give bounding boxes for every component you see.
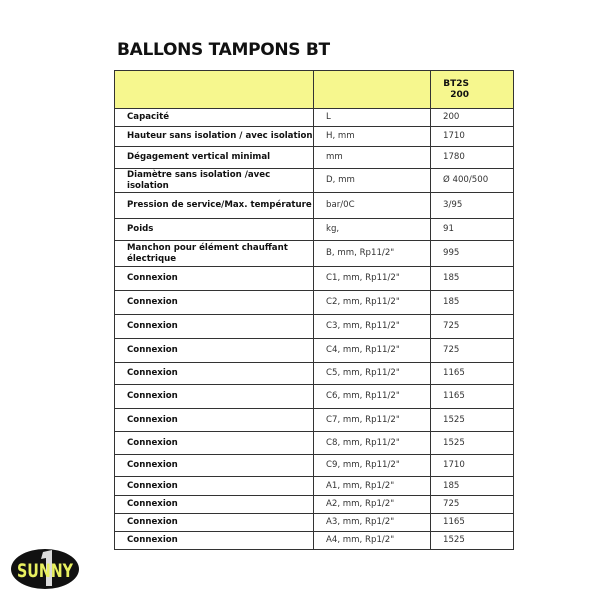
table-row: Connexion C9, mm, Rp11/2" 1710: [114, 454, 514, 477]
row-unit: A2, mm, Rp1/2": [313, 495, 431, 514]
table-row: Connexion C6, mm, Rp11/2" 1165: [114, 384, 514, 409]
row-unit: kg,: [313, 218, 431, 241]
row-label: Capacité: [114, 108, 314, 127]
row-unit: A1, mm, Rp1/2": [313, 476, 431, 496]
header-cell-model: BT2S 200: [430, 70, 514, 109]
row-label: Connexion: [114, 531, 314, 550]
model-name: BT2S: [443, 78, 469, 89]
row-unit: C4, mm, Rp11/2": [313, 338, 431, 363]
row-unit: C3, mm, Rp11/2": [313, 314, 431, 339]
row-value: 1165: [430, 384, 514, 409]
row-label: Manchon pour élément chauffant électriqu…: [114, 240, 314, 267]
row-value: 3/95: [430, 192, 514, 219]
table-row: Diamètre sans isolation /avec isolation D…: [114, 168, 514, 193]
row-unit: C7, mm, Rp11/2": [313, 408, 431, 432]
row-label: Diamètre sans isolation /avec isolation: [114, 168, 314, 193]
table-row: Connexion C7, mm, Rp11/2" 1525: [114, 408, 514, 432]
logo-wordmark: SUNNY: [17, 560, 73, 582]
logo-numeral-one-shape: [41, 550, 52, 586]
row-unit: C1, mm, Rp11/2": [313, 266, 431, 291]
row-value: 1710: [430, 454, 514, 477]
row-label: Connexion: [114, 384, 314, 409]
row-unit: C5, mm, Rp11/2": [313, 362, 431, 385]
table-row: Connexion C1, mm, Rp11/2" 185: [114, 266, 514, 291]
row-label: Connexion: [114, 454, 314, 477]
row-unit: A4, mm, Rp1/2": [313, 531, 431, 550]
row-label: Dégagement vertical minimal: [114, 146, 314, 169]
row-unit: C6, mm, Rp11/2": [313, 384, 431, 409]
row-value: 725: [430, 495, 514, 514]
table-row: Manchon pour élément chauffant électriqu…: [114, 240, 514, 267]
row-label: Connexion: [114, 431, 314, 455]
row-label: Pression de service/Max. température: [114, 192, 314, 219]
row-label: Poids: [114, 218, 314, 241]
table-row: Connexion C5, mm, Rp11/2" 1165: [114, 362, 514, 385]
row-value: 200: [430, 108, 514, 127]
spec-table: BT2S 200 Capacité L 200 Hauteur sans isolati…: [114, 70, 514, 550]
row-value: 1525: [430, 408, 514, 432]
row-unit: mm: [313, 146, 431, 169]
table-row: Pression de service/Max. température bar/…: [114, 192, 514, 219]
row-label: Connexion: [114, 266, 314, 291]
row-value: 725: [430, 338, 514, 363]
row-value: 1165: [430, 362, 514, 385]
row-value: 1710: [430, 126, 514, 147]
row-label: Connexion: [114, 476, 314, 496]
page-title: BALLONS TAMPONS BT: [117, 40, 330, 60]
row-value: 185: [430, 476, 514, 496]
row-unit: B, mm, Rp11/2": [313, 240, 431, 267]
table-row: Poids kg, 91: [114, 218, 514, 241]
row-label: Connexion: [114, 408, 314, 432]
table-row: Capacité L 200: [114, 108, 514, 127]
row-unit: L: [313, 108, 431, 127]
header-cell-label: [114, 70, 314, 109]
row-unit: C9, mm, Rp11/2": [313, 454, 431, 477]
table-header-row: BT2S 200: [114, 70, 514, 109]
table-row: Hauteur sans isolation / avec isolation H…: [114, 126, 514, 147]
row-unit: C8, mm, Rp11/2": [313, 431, 431, 455]
row-value: 185: [430, 266, 514, 291]
table-row: Connexion A1, mm, Rp1/2" 185: [114, 476, 514, 496]
row-value: 1165: [430, 513, 514, 532]
row-label: Connexion: [114, 314, 314, 339]
row-value: 995: [430, 240, 514, 267]
table-row: Connexion C3, mm, Rp11/2" 725: [114, 314, 514, 339]
row-value: 725: [430, 314, 514, 339]
row-label: Connexion: [114, 362, 314, 385]
row-value: 1525: [430, 531, 514, 550]
row-value: 1780: [430, 146, 514, 169]
row-value: 1525: [430, 431, 514, 455]
row-label: Hauteur sans isolation / avec isolation: [114, 126, 314, 147]
row-label: Connexion: [114, 290, 314, 315]
table-row: Connexion C2, mm, Rp11/2" 185: [114, 290, 514, 315]
row-label: Connexion: [114, 513, 314, 532]
row-label: Connexion: [114, 495, 314, 514]
row-value: 185: [430, 290, 514, 315]
table-row: Dégagement vertical minimal mm 1780: [114, 146, 514, 169]
row-unit: C2, mm, Rp11/2": [313, 290, 431, 315]
table-row: Connexion A4, mm, Rp1/2" 1525: [114, 531, 514, 550]
table-row: Connexion C4, mm, Rp11/2" 725: [114, 338, 514, 363]
table-row: Connexion A3, mm, Rp1/2" 1165: [114, 513, 514, 532]
table-row: Connexion C8, mm, Rp11/2" 1525: [114, 431, 514, 455]
row-value: 91: [430, 218, 514, 241]
row-unit: D, mm: [313, 168, 431, 193]
header-cell-unit: [313, 70, 431, 109]
row-unit: A3, mm, Rp1/2": [313, 513, 431, 532]
row-unit: H, mm: [313, 126, 431, 147]
sunny-logo: SUNNY: [11, 549, 79, 589]
row-label: Connexion: [114, 338, 314, 363]
table-row: Connexion A2, mm, Rp1/2" 725: [114, 495, 514, 514]
row-value: Ø 400/500: [430, 168, 514, 193]
row-unit: bar/0C: [313, 192, 431, 219]
model-capacity: 200: [450, 89, 469, 100]
